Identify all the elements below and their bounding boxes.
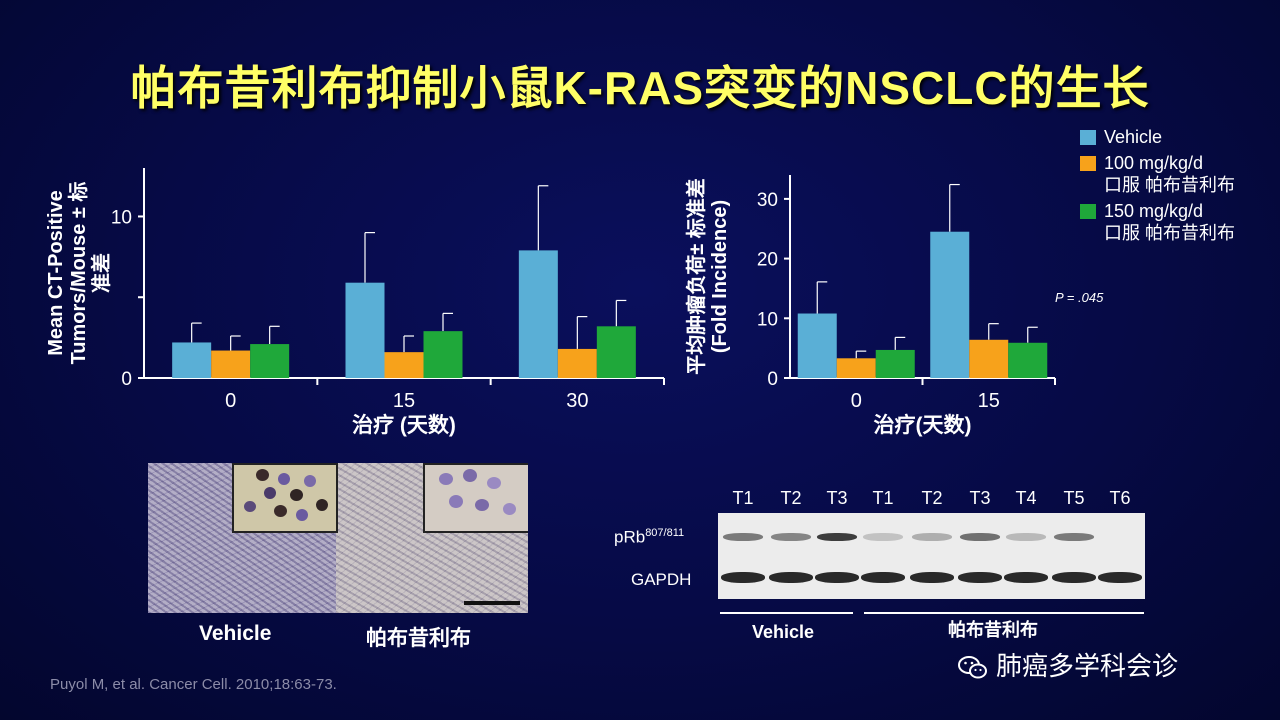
y-axis-label: Mean CT-PositiveTumors/Mouse ± 标准差: [45, 182, 113, 365]
bar: [518, 250, 558, 378]
y-tick-label: 30: [757, 190, 778, 211]
blot-label-prb: pRb807/811: [614, 527, 685, 547]
blot-band-gapdh: [958, 572, 1002, 583]
y-axis-label-line: 准差: [89, 253, 113, 293]
x-tick-label: 0: [225, 390, 236, 412]
legend-item-vehicle: Vehicle: [1080, 126, 1235, 148]
chart-tumors-per-mouse: 0 10 0 15 30 治疗 (天数) Mean CT-PositiveTumors/Mo…: [45, 168, 665, 437]
citation: Puyol M, et al. Cancer Cell. 2010;18:63-…: [50, 676, 337, 693]
histology-label-vehicle: Vehicle: [199, 622, 272, 645]
y-tick-label: 20: [757, 250, 778, 271]
blot-band-gapdh: [815, 572, 859, 583]
blot-band-prb: [912, 533, 952, 541]
legend-label: 100 mg/kg/d: [1104, 153, 1204, 173]
y-axis-label-line: 平均肿瘤负荷± 标准差: [684, 178, 708, 375]
blot-band-gapdh: [910, 572, 954, 583]
y-axis-label-line: Mean CT-Positive: [45, 190, 67, 356]
y-axis-label: 平均肿瘤负荷± 标准差(Fold Incidence): [684, 178, 731, 375]
blot-band-prb: [817, 533, 857, 541]
blot-band-prb: [771, 533, 811, 541]
slide-title: 帕布昔利布抑制小鼠K-RAS突变的NSCLC的生长: [130, 62, 1150, 114]
blot-lane-label: T2: [780, 488, 802, 508]
bar: [1008, 342, 1048, 378]
bar: [797, 313, 837, 378]
western-blot-image: [718, 513, 1145, 599]
x-tick-label: 0: [851, 390, 862, 412]
y-tick-label: 0: [121, 369, 132, 390]
bar: [875, 349, 915, 378]
x-tick-label: 30: [566, 390, 588, 412]
bar: [345, 282, 385, 378]
legend-label-line2: 口服 帕布昔利布: [1104, 223, 1236, 243]
blot-band-prb: [1100, 533, 1140, 541]
x-tick-label: 15: [978, 390, 1000, 412]
histology-label-drug: 帕布昔利布: [366, 627, 471, 650]
chart-tumor-burden: 0 10 20 30 0 15 治疗(天数) 平均肿瘤负荷± 标准差(Fold Inciden…: [684, 175, 1104, 437]
legend-swatch: [1080, 204, 1096, 219]
blot-lane-label: T3: [969, 488, 991, 508]
x-axis-label: 治疗(天数): [874, 413, 972, 437]
blot-band-gapdh: [769, 572, 813, 583]
legend-label: 150 mg/kg/d: [1104, 201, 1204, 221]
bar: [930, 231, 970, 378]
bar: [423, 331, 463, 378]
blot-band-gapdh: [1004, 572, 1048, 583]
group-label-vehicle: Vehicle: [752, 622, 815, 642]
y-axis-label-line: (Fold Incidence): [709, 200, 731, 353]
histology-image: [148, 463, 528, 613]
bar: [969, 339, 1009, 378]
bar: [172, 342, 212, 378]
histology-inset-drug: [423, 463, 528, 533]
group-label-drug: 帕布昔利布: [948, 620, 1038, 640]
blot-band-gapdh: [721, 572, 765, 583]
watermark-text: 肺癌多学科会诊: [996, 651, 1179, 681]
blot-band-prb: [1054, 533, 1094, 541]
y-tick-label: 0: [767, 369, 778, 390]
p-value-annotation: P = .045: [1055, 290, 1104, 305]
bar: [384, 352, 424, 378]
legend-item-150mg: 150 mg/kg/d 口服 帕布昔利布: [1080, 200, 1235, 244]
legend-label-line2: 口服 帕布昔利布: [1104, 175, 1236, 195]
blot-lane-label: T1: [732, 488, 754, 508]
blot-lane-label: T3: [826, 488, 848, 508]
y-tick-label: 10: [757, 309, 778, 330]
blot-lane-label: T1: [872, 488, 894, 508]
blot-band-gapdh: [1052, 572, 1096, 583]
bar: [211, 350, 251, 378]
y-tick-label: 10: [111, 207, 132, 228]
blot-lane-label: T5: [1063, 488, 1085, 508]
bar: [250, 344, 290, 378]
legend: Vehicle 100 mg/kg/d 口服 帕布昔利布 150 mg/kg/d…: [1080, 126, 1235, 248]
blot-band-gapdh: [1098, 572, 1142, 583]
blot-band-prb: [960, 533, 1000, 541]
x-tick-label: 15: [393, 390, 415, 412]
group-line-vehicle: [720, 612, 853, 614]
bar: [557, 348, 597, 378]
x-axis-label: 治疗 (天数): [352, 413, 456, 437]
legend-swatch: [1080, 156, 1096, 171]
legend-swatch: [1080, 130, 1096, 145]
legend-item-100mg: 100 mg/kg/d 口服 帕布昔利布: [1080, 152, 1235, 196]
wechat-icon: [958, 656, 987, 679]
blot-band-prb: [723, 533, 763, 541]
histology-inset-vehicle: [232, 463, 338, 533]
blot-band-prb: [1006, 533, 1046, 541]
blot-label-gapdh: GAPDH: [631, 570, 692, 589]
blot-band-gapdh: [861, 572, 905, 583]
scale-bar: [464, 601, 520, 605]
legend-label: Vehicle: [1104, 127, 1163, 147]
watermark: 肺癌多学科会诊: [958, 646, 1178, 683]
blot-band-prb: [863, 533, 903, 541]
bar: [596, 326, 636, 378]
group-line-drug: [864, 612, 1144, 614]
blot-lane-label: T4: [1015, 488, 1037, 508]
blot-lane-label: T2: [921, 488, 943, 508]
bar: [836, 358, 876, 378]
y-axis-label-line: Tumors/Mouse ± 标: [67, 182, 90, 365]
blot-lane-label: T6: [1109, 488, 1131, 508]
